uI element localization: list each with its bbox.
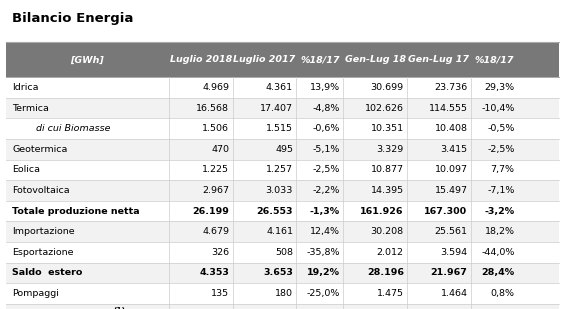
Text: 114.555: 114.555 (428, 104, 467, 113)
Text: 3.653: 3.653 (263, 269, 293, 277)
Text: 26.199: 26.199 (193, 207, 229, 216)
Text: 10.097: 10.097 (434, 165, 467, 175)
Text: Idrica: Idrica (12, 83, 39, 92)
Text: 1.257: 1.257 (266, 165, 293, 175)
Text: Pompaggi: Pompaggi (12, 289, 59, 298)
Text: Eolica: Eolica (12, 165, 40, 175)
Bar (6, 304, 559, 309)
Text: -35,8%: -35,8% (307, 248, 340, 257)
Text: 4.161: 4.161 (266, 227, 293, 236)
Text: 3.329: 3.329 (376, 145, 404, 154)
Text: -2,5%: -2,5% (312, 165, 340, 175)
Text: 17.407: 17.407 (260, 104, 293, 113)
Text: 1.225: 1.225 (202, 165, 229, 175)
Text: 21.967: 21.967 (431, 269, 467, 277)
Text: 3.415: 3.415 (440, 145, 467, 154)
Text: 12,4%: 12,4% (310, 227, 340, 236)
Text: (1): (1) (113, 307, 125, 309)
Text: Saldo  estero: Saldo estero (12, 269, 82, 277)
Text: 2.012: 2.012 (377, 248, 404, 257)
Text: 161.926: 161.926 (360, 207, 404, 216)
Text: 3.594: 3.594 (440, 248, 467, 257)
Text: [GWh]: [GWh] (71, 55, 104, 64)
Text: Bilancio Energia: Bilancio Energia (12, 12, 134, 25)
Text: 4.969: 4.969 (202, 83, 229, 92)
Bar (6, 283, 559, 304)
Bar (6, 242, 559, 263)
Text: 4.361: 4.361 (266, 83, 293, 92)
Text: di cui Biomasse: di cui Biomasse (36, 124, 111, 133)
Text: -7,1%: -7,1% (487, 186, 515, 195)
Text: -4,8%: -4,8% (312, 104, 340, 113)
Bar (6, 98, 559, 118)
Text: -2,2%: -2,2% (312, 186, 340, 195)
Text: 135: 135 (211, 289, 229, 298)
Text: 2.967: 2.967 (202, 186, 229, 195)
Text: -2,5%: -2,5% (487, 145, 515, 154)
Bar (6, 263, 559, 283)
Text: 1.515: 1.515 (266, 124, 293, 133)
Text: 29,3%: 29,3% (484, 83, 515, 92)
Bar (6, 160, 559, 180)
Text: -3,2%: -3,2% (484, 207, 515, 216)
Text: Gen-Lug 17: Gen-Lug 17 (408, 55, 470, 64)
Text: Totale produzione netta: Totale produzione netta (12, 207, 140, 216)
Text: 7,7%: 7,7% (490, 165, 515, 175)
Text: Fotovoltaica: Fotovoltaica (12, 186, 70, 195)
Bar (6, 42, 559, 77)
Text: 19,2%: 19,2% (307, 269, 340, 277)
Text: 13,9%: 13,9% (310, 83, 340, 92)
Text: 26.553: 26.553 (257, 207, 293, 216)
Text: 495: 495 (275, 145, 293, 154)
Text: %18/17: %18/17 (475, 55, 514, 64)
Text: 15.497: 15.497 (434, 186, 467, 195)
Text: -0,5%: -0,5% (487, 124, 515, 133)
Text: 30.208: 30.208 (371, 227, 404, 236)
Text: -10,4%: -10,4% (481, 104, 515, 113)
Text: Esportazione: Esportazione (12, 248, 74, 257)
Text: 470: 470 (211, 145, 229, 154)
Text: 508: 508 (275, 248, 293, 257)
Text: 10.408: 10.408 (434, 124, 467, 133)
Text: 30.699: 30.699 (371, 83, 404, 92)
Text: 1.506: 1.506 (202, 124, 229, 133)
Text: -25,0%: -25,0% (307, 289, 340, 298)
Text: 167.300: 167.300 (424, 207, 467, 216)
Bar (6, 77, 559, 98)
Text: Gen-Lug 18: Gen-Lug 18 (345, 55, 406, 64)
Bar (6, 222, 559, 242)
Text: 1.464: 1.464 (441, 289, 467, 298)
Text: 3.033: 3.033 (266, 186, 293, 195)
Text: 326: 326 (211, 248, 229, 257)
Text: 16.568: 16.568 (197, 104, 229, 113)
Text: -5,1%: -5,1% (312, 145, 340, 154)
Text: 18,2%: 18,2% (485, 227, 515, 236)
Text: Importazione: Importazione (12, 227, 75, 236)
Bar (6, 201, 559, 222)
Text: 28.196: 28.196 (367, 269, 404, 277)
Text: Luglio 2018: Luglio 2018 (170, 55, 232, 64)
Text: 180: 180 (275, 289, 293, 298)
Text: -44,0%: -44,0% (481, 248, 515, 257)
Bar (6, 180, 559, 201)
Bar (6, 139, 559, 160)
Text: 1.475: 1.475 (377, 289, 404, 298)
Text: 14.395: 14.395 (371, 186, 404, 195)
Text: Geotermica: Geotermica (12, 145, 68, 154)
Text: Termica: Termica (12, 104, 49, 113)
Text: 23.736: 23.736 (434, 83, 467, 92)
Text: 0,8%: 0,8% (490, 289, 515, 298)
Text: 10.351: 10.351 (371, 124, 404, 133)
Text: Luglio 2017: Luglio 2017 (233, 55, 295, 64)
Text: 4.679: 4.679 (202, 227, 229, 236)
Text: %18/17: %18/17 (300, 55, 340, 64)
Text: 4.353: 4.353 (199, 269, 229, 277)
Text: 102.626: 102.626 (365, 104, 404, 113)
Text: 10.877: 10.877 (371, 165, 404, 175)
Text: -1,3%: -1,3% (310, 207, 340, 216)
Bar (6, 118, 559, 139)
Text: -0,6%: -0,6% (312, 124, 340, 133)
Text: 25.561: 25.561 (434, 227, 467, 236)
Text: 28,4%: 28,4% (481, 269, 515, 277)
